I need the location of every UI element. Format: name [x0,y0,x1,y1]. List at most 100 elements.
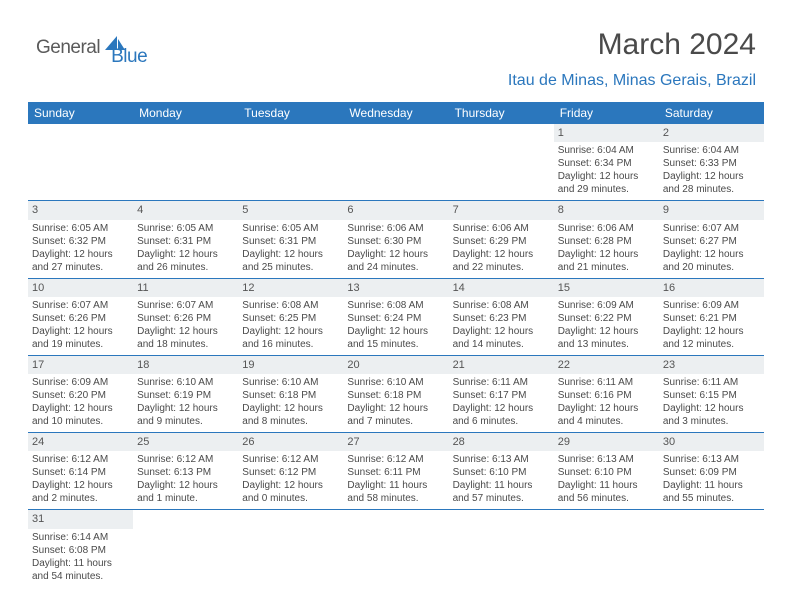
day-details: Sunrise: 6:11 AMSunset: 6:15 PMDaylight:… [659,374,764,432]
calendar-cell-empty [238,510,343,587]
daylight-line: Daylight: 12 hours and 22 minutes. [453,248,550,274]
day-number: 1 [554,124,659,142]
sunrise-line: Sunrise: 6:13 AM [453,453,550,466]
sunrise-line: Sunrise: 6:08 AM [242,299,339,312]
day-header-thu: Thursday [449,102,554,124]
calendar-table: Sunday Monday Tuesday Wednesday Thursday… [28,102,764,587]
sunset-line: Sunset: 6:20 PM [32,389,129,402]
sunrise-line: Sunrise: 6:05 AM [242,222,339,235]
day-number: 28 [449,433,554,451]
calendar-cell-empty [554,510,659,587]
sunset-line: Sunset: 6:11 PM [347,466,444,479]
daylight-line: Daylight: 12 hours and 12 minutes. [663,325,760,351]
day-details: Sunrise: 6:13 AMSunset: 6:09 PMDaylight:… [659,451,764,509]
calendar-cell: 21Sunrise: 6:11 AMSunset: 6:17 PMDayligh… [449,355,554,432]
sunset-line: Sunset: 6:27 PM [663,235,760,248]
day-details: Sunrise: 6:06 AMSunset: 6:30 PMDaylight:… [343,220,448,278]
day-number [343,510,448,528]
calendar-cell: 15Sunrise: 6:09 AMSunset: 6:22 PMDayligh… [554,278,659,355]
daylight-line: Daylight: 12 hours and 6 minutes. [453,402,550,428]
calendar-cell: 26Sunrise: 6:12 AMSunset: 6:12 PMDayligh… [238,433,343,510]
daylight-line: Daylight: 12 hours and 28 minutes. [663,170,760,196]
daylight-line: Daylight: 12 hours and 29 minutes. [558,170,655,196]
daylight-line: Daylight: 11 hours and 57 minutes. [453,479,550,505]
logo-text-blue: Blue [111,46,147,68]
daylight-line: Daylight: 12 hours and 18 minutes. [137,325,234,351]
daylight-line: Daylight: 12 hours and 7 minutes. [347,402,444,428]
calendar-cell: 11Sunrise: 6:07 AMSunset: 6:26 PMDayligh… [133,278,238,355]
sunrise-line: Sunrise: 6:13 AM [558,453,655,466]
day-details: Sunrise: 6:13 AMSunset: 6:10 PMDaylight:… [554,451,659,509]
daylight-line: Daylight: 12 hours and 3 minutes. [663,402,760,428]
calendar-cell: 2Sunrise: 6:04 AMSunset: 6:33 PMDaylight… [659,124,764,201]
day-details: Sunrise: 6:06 AMSunset: 6:28 PMDaylight:… [554,220,659,278]
sunrise-line: Sunrise: 6:10 AM [137,376,234,389]
calendar-cell: 13Sunrise: 6:08 AMSunset: 6:24 PMDayligh… [343,278,448,355]
day-header-sun: Sunday [28,102,133,124]
calendar-row: 24Sunrise: 6:12 AMSunset: 6:14 PMDayligh… [28,433,764,510]
sunset-line: Sunset: 6:18 PM [347,389,444,402]
sunset-line: Sunset: 6:18 PM [242,389,339,402]
calendar-cell: 22Sunrise: 6:11 AMSunset: 6:16 PMDayligh… [554,355,659,432]
sunrise-line: Sunrise: 6:12 AM [242,453,339,466]
day-details: Sunrise: 6:07 AMSunset: 6:26 PMDaylight:… [133,297,238,355]
day-details: Sunrise: 6:09 AMSunset: 6:21 PMDaylight:… [659,297,764,355]
calendar-row: 10Sunrise: 6:07 AMSunset: 6:26 PMDayligh… [28,278,764,355]
sunset-line: Sunset: 6:12 PM [242,466,339,479]
sunset-line: Sunset: 6:32 PM [32,235,129,248]
day-details: Sunrise: 6:05 AMSunset: 6:31 PMDaylight:… [133,220,238,278]
sunrise-line: Sunrise: 6:05 AM [32,222,129,235]
sunrise-line: Sunrise: 6:06 AM [558,222,655,235]
daylight-line: Daylight: 12 hours and 10 minutes. [32,402,129,428]
day-details: Sunrise: 6:11 AMSunset: 6:17 PMDaylight:… [449,374,554,432]
daylight-line: Daylight: 12 hours and 19 minutes. [32,325,129,351]
calendar-row: 31Sunrise: 6:14 AMSunset: 6:08 PMDayligh… [28,510,764,587]
logo-text-general: General [36,37,100,59]
day-number: 22 [554,356,659,374]
logo: General Blue [36,28,147,68]
sunrise-line: Sunrise: 6:07 AM [32,299,129,312]
sunset-line: Sunset: 6:08 PM [32,544,129,557]
daylight-line: Daylight: 12 hours and 4 minutes. [558,402,655,428]
sunrise-line: Sunrise: 6:09 AM [558,299,655,312]
day-details: Sunrise: 6:08 AMSunset: 6:24 PMDaylight:… [343,297,448,355]
sunset-line: Sunset: 6:13 PM [137,466,234,479]
day-details: Sunrise: 6:13 AMSunset: 6:10 PMDaylight:… [449,451,554,509]
sunset-line: Sunset: 6:30 PM [347,235,444,248]
sunrise-line: Sunrise: 6:13 AM [663,453,760,466]
day-details: Sunrise: 6:04 AMSunset: 6:33 PMDaylight:… [659,142,764,200]
sunrise-line: Sunrise: 6:07 AM [137,299,234,312]
sunrise-line: Sunrise: 6:12 AM [137,453,234,466]
month-title: March 2024 [508,28,756,62]
day-number: 4 [133,201,238,219]
day-number: 19 [238,356,343,374]
day-details: Sunrise: 6:04 AMSunset: 6:34 PMDaylight:… [554,142,659,200]
day-details: Sunrise: 6:09 AMSunset: 6:20 PMDaylight:… [28,374,133,432]
calendar-cell: 18Sunrise: 6:10 AMSunset: 6:19 PMDayligh… [133,355,238,432]
day-header-sat: Saturday [659,102,764,124]
day-number [343,124,448,142]
day-number: 7 [449,201,554,219]
sunrise-line: Sunrise: 6:12 AM [347,453,444,466]
daylight-line: Daylight: 12 hours and 27 minutes. [32,248,129,274]
calendar-row: 17Sunrise: 6:09 AMSunset: 6:20 PMDayligh… [28,355,764,432]
sunset-line: Sunset: 6:09 PM [663,466,760,479]
day-details: Sunrise: 6:11 AMSunset: 6:16 PMDaylight:… [554,374,659,432]
day-number: 24 [28,433,133,451]
calendar-cell: 31Sunrise: 6:14 AMSunset: 6:08 PMDayligh… [28,510,133,587]
day-number: 14 [449,279,554,297]
day-number: 21 [449,356,554,374]
sunset-line: Sunset: 6:21 PM [663,312,760,325]
day-number: 23 [659,356,764,374]
calendar-body: 1Sunrise: 6:04 AMSunset: 6:34 PMDaylight… [28,124,764,587]
calendar-cell-empty [343,510,448,587]
day-details: Sunrise: 6:07 AMSunset: 6:26 PMDaylight:… [28,297,133,355]
calendar-row: 3Sunrise: 6:05 AMSunset: 6:32 PMDaylight… [28,201,764,278]
calendar-cell: 8Sunrise: 6:06 AMSunset: 6:28 PMDaylight… [554,201,659,278]
sunset-line: Sunset: 6:34 PM [558,157,655,170]
day-details: Sunrise: 6:12 AMSunset: 6:13 PMDaylight:… [133,451,238,509]
sunrise-line: Sunrise: 6:04 AM [663,144,760,157]
day-details: Sunrise: 6:10 AMSunset: 6:18 PMDaylight:… [343,374,448,432]
calendar-cell: 6Sunrise: 6:06 AMSunset: 6:30 PMDaylight… [343,201,448,278]
calendar-cell-empty [659,510,764,587]
